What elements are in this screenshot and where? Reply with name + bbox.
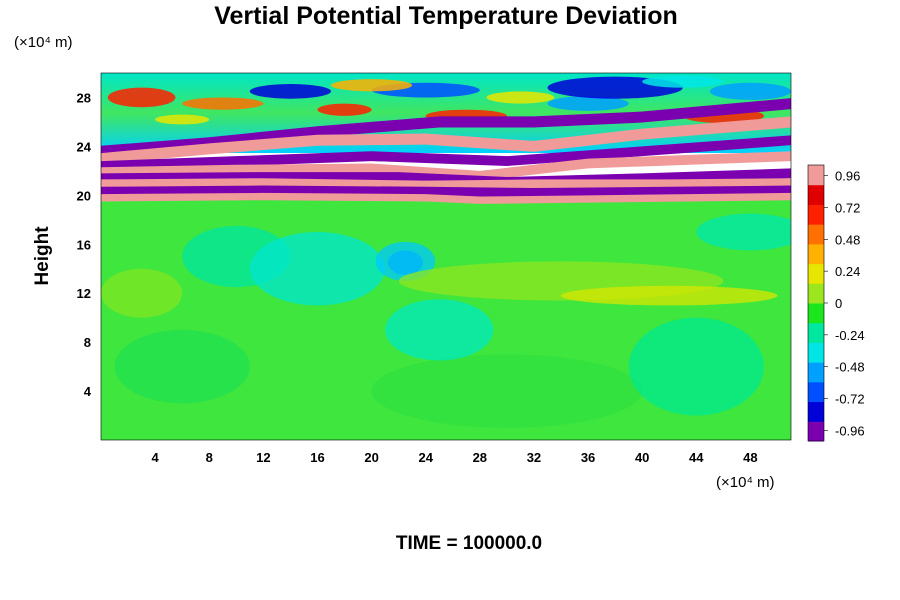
- eddy-patch: [385, 299, 494, 361]
- x-tick-label: 20: [364, 450, 378, 465]
- colorbar-swatch: [808, 303, 824, 324]
- colorbar-tick-label: -0.72: [835, 392, 865, 407]
- colorbar-tick-label: 0.24: [835, 264, 860, 279]
- y-axis-label: Height: [32, 226, 53, 286]
- x-tick-label: 12: [256, 450, 270, 465]
- x-tick-label: 32: [527, 450, 541, 465]
- x-tick-label: 16: [310, 450, 324, 465]
- colorbar-ticks: 0.96 0.72 0.48 0.24 0 -0.24 -0.48 -0.72 -0.96: [824, 169, 865, 438]
- upper-field-eddies: [107, 75, 791, 125]
- eddy-patch: [114, 329, 250, 404]
- colorbar-swatch: [808, 224, 824, 245]
- eddy-patch: [317, 103, 372, 116]
- colorbar-swatch: [808, 381, 824, 403]
- eddy-patch: [561, 285, 778, 306]
- colorbar-tick-label: -0.24: [835, 328, 865, 343]
- x-tick-label: 4: [152, 450, 160, 465]
- x-tick-label: 8: [206, 450, 213, 465]
- eddy-patch: [331, 79, 413, 92]
- colorbar-swatch: [808, 362, 824, 383]
- x-tick-label: 40: [635, 450, 649, 465]
- colorbar-swatch: [808, 184, 824, 205]
- x-axis-ticks: 4 8 12 16 20 24 28 32 36 40 44 48: [152, 450, 758, 465]
- y-tick-label: 12: [77, 286, 91, 301]
- x-tick-label: 24: [418, 450, 433, 465]
- x-tick-label: 36: [581, 450, 595, 465]
- colorbar-swatch: [808, 322, 824, 343]
- colorbar-tick-label: 0: [835, 296, 842, 311]
- colorbar-swatch: [808, 204, 824, 225]
- colorbar-swatch: [808, 243, 824, 265]
- eddy-patch: [249, 232, 386, 306]
- eddy-patch: [547, 96, 629, 111]
- wave-band: [101, 135, 791, 171]
- wave-band: [101, 116, 791, 165]
- time-label: TIME = 100000.0: [396, 533, 542, 554]
- eddy-patch: [371, 354, 643, 428]
- colorbar-tick-label: 0.96: [835, 169, 860, 184]
- y-axis-ticks: 4 8 12 16 20 24 28: [77, 90, 92, 399]
- wave-band: [101, 192, 791, 204]
- colorbar-swatch: [808, 401, 824, 422]
- colorbar-tick-label: -0.96: [835, 423, 865, 438]
- x-tick-label: 48: [743, 450, 757, 465]
- wave-band: [101, 98, 791, 157]
- eddy-patch: [486, 91, 555, 104]
- colorbar-swatch: [808, 263, 824, 284]
- y-tick-label: 28: [77, 90, 91, 105]
- colorbar: [808, 165, 824, 442]
- y-tick-label: 20: [77, 188, 91, 203]
- y-axis-unit: (×10⁴ m): [14, 34, 73, 51]
- eddy-patch: [642, 75, 724, 88]
- colorbar-tick-label: 0.48: [835, 232, 860, 247]
- y-tick-label: 16: [77, 237, 91, 252]
- plot-area: [101, 73, 791, 440]
- chart-title: Vertial Potential Temperature Deviation: [214, 2, 678, 30]
- colorbar-tick-label: -0.48: [835, 360, 865, 375]
- eddy-patch: [107, 87, 176, 108]
- colorbar-frame: [807, 164, 825, 442]
- y-tick-label: 4: [84, 384, 92, 399]
- eddy-patch: [696, 213, 791, 251]
- x-axis-unit: (×10⁴ m): [716, 474, 775, 491]
- eddy-patch: [249, 84, 331, 99]
- eddy-patch: [101, 268, 183, 318]
- colorbar-tick-label: 0.72: [835, 200, 860, 215]
- colorbar-swatch: [808, 165, 824, 186]
- eddy-patch: [709, 82, 791, 100]
- eddy-patch: [628, 317, 764, 416]
- eddy-patch: [375, 241, 436, 281]
- eddy-patch: [182, 97, 264, 110]
- colorbar-swatch: [808, 421, 824, 442]
- x-tick-label: 28: [473, 450, 487, 465]
- y-tick-label: 8: [84, 335, 91, 350]
- y-tick-label: 24: [77, 139, 92, 154]
- wave-layer: [101, 98, 791, 204]
- colorbar-swatch: [808, 283, 824, 304]
- eddy-patch: [155, 114, 210, 125]
- x-tick-label: 44: [689, 450, 704, 465]
- lower-field-eddies: [101, 213, 791, 428]
- plot-frame: [100, 72, 792, 441]
- colorbar-swatch: [808, 342, 824, 363]
